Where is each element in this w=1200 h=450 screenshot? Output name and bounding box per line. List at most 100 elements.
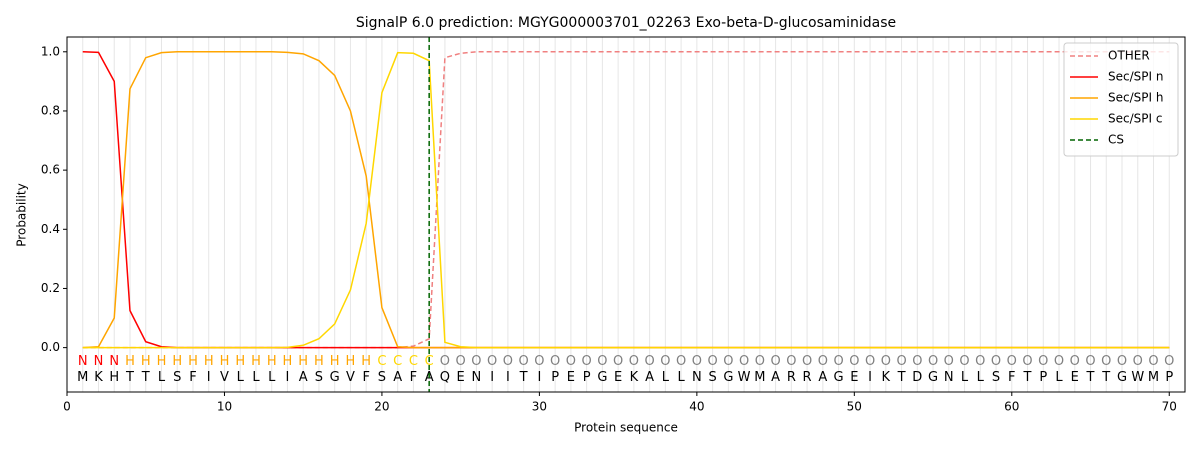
residue: S [708, 370, 716, 385]
residue: A [818, 370, 827, 385]
residue-label: H [235, 354, 245, 369]
residue-label: O [1085, 354, 1095, 369]
residue-label: O [849, 354, 859, 369]
residue-label: H [267, 354, 277, 369]
residue-label: O [629, 354, 639, 369]
residue: L [677, 370, 685, 385]
residue: F [362, 370, 369, 385]
residue: A [299, 370, 308, 385]
residue-label: O [645, 354, 655, 369]
residue: H [109, 370, 119, 385]
residue-label: O [723, 354, 733, 369]
residue: E [567, 370, 575, 385]
y-axis-label: Probability [15, 183, 29, 246]
x-axis-label: Protein sequence [574, 421, 678, 435]
residue-label: C [393, 354, 402, 369]
residue-label: O [770, 354, 780, 369]
residue: I [506, 370, 510, 385]
residue: T [1101, 370, 1110, 385]
residue: L [961, 370, 969, 385]
residue-label: H [346, 354, 356, 369]
residue-label: N [78, 354, 88, 369]
residue-label: O [676, 354, 686, 369]
residue: A [771, 370, 780, 385]
residue-label: O [896, 354, 906, 369]
residue-label: O [755, 354, 765, 369]
residue: L [237, 370, 245, 385]
residue: G [928, 370, 938, 385]
residue: N [472, 370, 482, 385]
legend-label: CS [1108, 133, 1124, 147]
y-tick-label: 0.2 [41, 281, 60, 295]
x-tick-label: 50 [847, 400, 862, 414]
residue-label: O [534, 354, 544, 369]
residue: I [207, 370, 211, 385]
residue-label: O [1101, 354, 1111, 369]
residue: D [912, 370, 922, 385]
residue: S [173, 370, 181, 385]
residue-label: O [1038, 354, 1048, 369]
residue: W [738, 370, 751, 385]
residue: K [630, 370, 639, 385]
residue-label: O [692, 354, 702, 369]
residue-label: O [1148, 354, 1158, 369]
x-tick-label: 40 [689, 400, 704, 414]
residue: T [519, 370, 528, 385]
residue: S [378, 370, 386, 385]
residue-label: O [487, 354, 497, 369]
residue: N [692, 370, 702, 385]
residue-label: O [991, 354, 1001, 369]
residue: M [754, 370, 765, 385]
residue: I [286, 370, 290, 385]
y-tick-label: 1.0 [41, 44, 60, 58]
series-line [82, 51, 1170, 349]
residue: E [850, 370, 858, 385]
residue-label: O [865, 354, 875, 369]
residue: I [537, 370, 541, 385]
y-tick-label: 0.8 [41, 103, 60, 117]
residue-label: O [707, 354, 717, 369]
residue: G [330, 370, 340, 385]
residue: W [1131, 370, 1144, 385]
series-line [82, 51, 1170, 349]
residue-label: O [582, 354, 592, 369]
series-line [82, 51, 1170, 349]
residue-label: O [1164, 354, 1174, 369]
residue: S [315, 370, 323, 385]
residue-label: H [298, 354, 308, 369]
residue: G [723, 370, 733, 385]
residue: T [1086, 370, 1095, 385]
residue-label: H [125, 354, 135, 369]
residue-label: O [503, 354, 513, 369]
residue: F [1008, 370, 1015, 385]
residue: L [252, 370, 260, 385]
x-tick-label: 70 [1162, 400, 1177, 414]
residue: T [141, 370, 150, 385]
residue-label: O [912, 354, 922, 369]
residue-label: H [330, 354, 340, 369]
series-line [82, 51, 1170, 349]
residue: F [189, 370, 196, 385]
residue-label: C [409, 354, 418, 369]
residue-label: O [818, 354, 828, 369]
residue-label: C [377, 354, 386, 369]
residue: G [834, 370, 844, 385]
residue: L [158, 370, 166, 385]
residue-label: N [109, 354, 119, 369]
x-tick-label: 30 [532, 400, 547, 414]
x-tick-label: 10 [217, 400, 232, 414]
residue: L [662, 370, 670, 385]
residue: L [268, 370, 276, 385]
residue: A [645, 370, 654, 385]
legend [1063, 42, 1179, 157]
residue: T [897, 370, 906, 385]
residue: L [977, 370, 985, 385]
residue: T [125, 370, 134, 385]
residue: F [410, 370, 417, 385]
residue-label: O [881, 354, 891, 369]
residue: K [94, 370, 103, 385]
residue-label: O [550, 354, 560, 369]
residue-label: H [141, 354, 151, 369]
residue: G [597, 370, 607, 385]
